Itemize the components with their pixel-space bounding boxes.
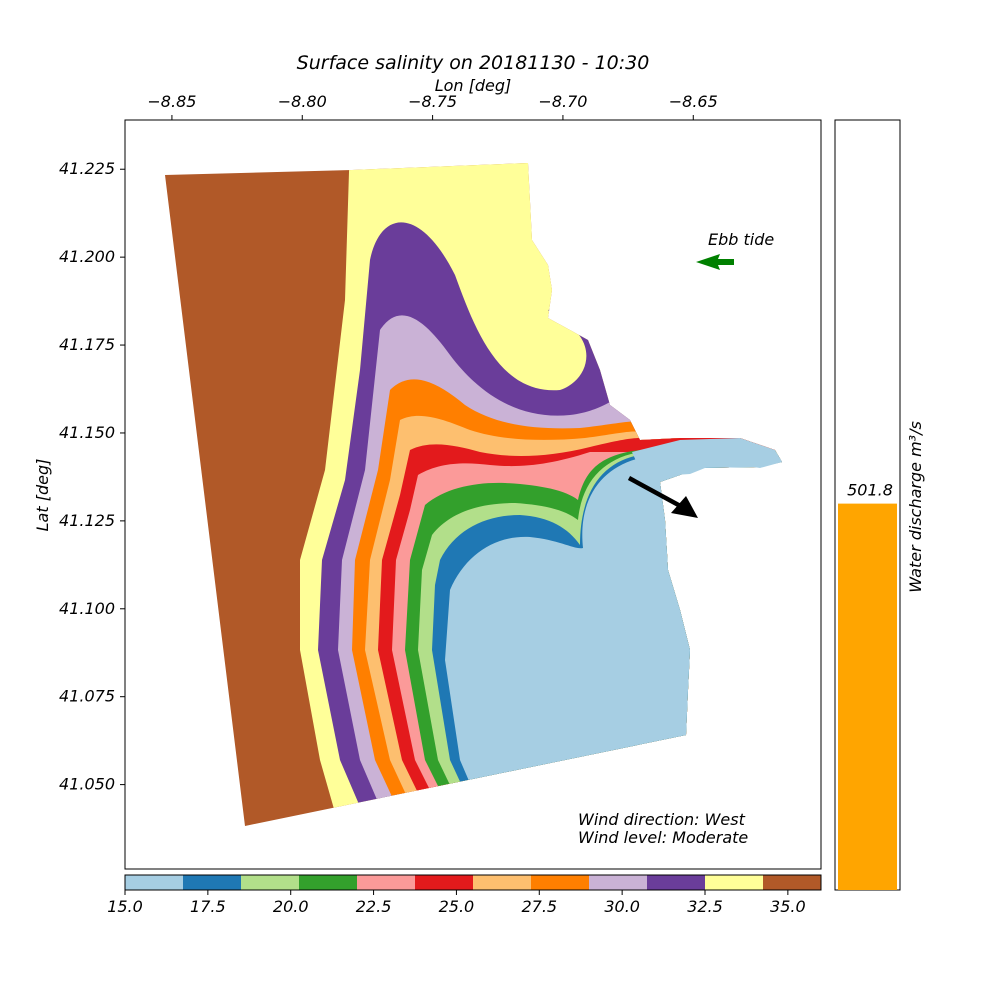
salinity-colorbar xyxy=(125,875,822,890)
colorbar-segment xyxy=(531,875,590,890)
colorbar-tick-label: 17.5 xyxy=(190,897,226,916)
y-axis-label: Lat [deg] xyxy=(33,459,52,532)
river-estuary xyxy=(632,438,782,476)
x-tick-label: −8.85 xyxy=(147,92,196,111)
y-tick-label: 41.225 xyxy=(59,159,115,178)
y-tick-label: 41.075 xyxy=(59,687,115,706)
colorbar-tick-label: 32.5 xyxy=(687,897,723,916)
colorbar-segment xyxy=(415,875,474,890)
x-tick-label: −8.75 xyxy=(408,92,457,111)
wind-level-label: Wind level: Moderate xyxy=(578,828,748,847)
colorbar-tick-label: 22.5 xyxy=(356,897,392,916)
colorbar-segment xyxy=(299,875,358,890)
colorbar-segment xyxy=(183,875,242,890)
y-tick-label: 41.175 xyxy=(59,335,115,354)
colorbar-segment xyxy=(125,875,184,890)
plot-frame xyxy=(124,119,822,870)
ebb-tide-arrow-icon xyxy=(696,254,734,270)
wind-arrow-icon xyxy=(627,476,698,518)
colorbar-ticks: 15.0 17.5 20.0 22.5 25.0 27.5 30.0 32.5 35.0 xyxy=(107,890,806,916)
x-axis-label: Lon [deg] xyxy=(435,76,512,95)
colorbar-segment xyxy=(357,875,416,890)
colorbar-frame xyxy=(124,874,822,891)
discharge-axis-label: Water discharge m³/s xyxy=(906,421,925,593)
y-tick-label: 41.200 xyxy=(59,247,115,266)
colorbar-segment xyxy=(241,875,300,890)
x-axis-ticks: −8.85 −8.80 −8.75 −8.70 −8.65 xyxy=(147,92,718,120)
y-tick-label: 41.125 xyxy=(59,511,115,530)
y-tick-label: 41.150 xyxy=(59,423,115,442)
colorbar-tick-label: 25.0 xyxy=(439,897,475,916)
chart-title: Surface salinity on 20181130 - 10:30 xyxy=(297,52,650,74)
colorbar-segment xyxy=(473,875,532,890)
salinity-field xyxy=(165,163,782,826)
wind-direction-label: Wind direction: West xyxy=(578,810,746,829)
discharge-bar xyxy=(838,503,897,890)
discharge-value-label: 501.8 xyxy=(847,481,893,500)
y-tick-label: 41.050 xyxy=(59,775,115,794)
colorbar-tick-label: 15.0 xyxy=(107,897,143,916)
colorbar-segment xyxy=(763,875,822,890)
y-axis-ticks: 41.225 41.200 41.175 41.150 41.125 41.100 41.0… xyxy=(59,159,125,794)
colorbar-tick-label: 30.0 xyxy=(604,897,640,916)
x-tick-label: −8.65 xyxy=(669,92,718,111)
colorbar-tick-label: 20.0 xyxy=(273,897,309,916)
x-tick-label: −8.80 xyxy=(278,92,327,111)
x-tick-label: −8.70 xyxy=(538,92,587,111)
y-tick-label: 41.100 xyxy=(59,599,115,618)
colorbar-segment xyxy=(705,875,764,890)
colorbar-tick-label: 27.5 xyxy=(521,897,557,916)
colorbar-segment xyxy=(589,875,648,890)
colorbar-segment xyxy=(647,875,706,890)
colorbar-tick-label: 35.0 xyxy=(770,897,806,916)
tide-label: Ebb tide xyxy=(708,230,774,249)
